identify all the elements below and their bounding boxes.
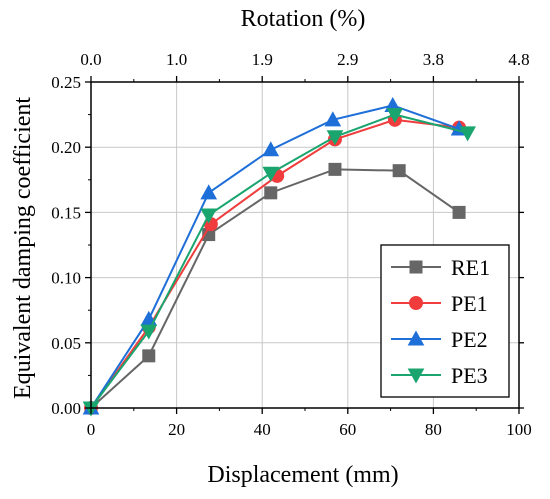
legend-label: PE1 — [451, 291, 488, 316]
grid — [91, 82, 519, 408]
x2-tick-label: 1.9 — [252, 50, 273, 69]
data-point-pe3 — [140, 324, 158, 340]
data-point-re1 — [142, 349, 156, 363]
data-point-pe2 — [200, 184, 218, 200]
x-tick-label: 20 — [168, 420, 185, 439]
y-axis-title: Equivalent damping coefficient — [10, 97, 36, 399]
y-tick-label: 0.10 — [51, 269, 81, 288]
series-layer — [82, 96, 476, 417]
x-axis-title: Displacement (mm) — [207, 462, 398, 488]
x2-tick-label: 0.0 — [80, 50, 101, 69]
data-point-pe3 — [459, 126, 476, 142]
x2-tick-label: 4.8 — [508, 50, 529, 69]
legend-item-re1: RE1 — [391, 255, 490, 280]
y-tick-label: 0.25 — [51, 73, 81, 92]
legend-box — [380, 244, 510, 398]
data-point-re1 — [328, 162, 342, 176]
legend-marker — [407, 368, 425, 384]
x-tick-label: 0 — [87, 420, 96, 439]
legend-item-pe1: PE1 — [391, 291, 488, 316]
data-point-re1 — [264, 186, 278, 200]
legend-marker — [407, 330, 425, 346]
legend-label: RE1 — [451, 255, 490, 280]
legend-label: PE3 — [451, 363, 488, 388]
legend-item-pe3: PE3 — [391, 363, 488, 388]
data-point-pe2 — [262, 141, 280, 157]
data-point-pe3 — [200, 208, 218, 224]
y-tick-label: 0.05 — [51, 334, 81, 353]
data-point-pe3 — [386, 108, 404, 124]
x2-tick-label: 2.9 — [337, 50, 358, 69]
y-tick-label: 0.00 — [51, 399, 81, 418]
data-point-pe3 — [326, 130, 344, 146]
x2-axis-title: Rotation (%) — [241, 6, 366, 32]
legend-marker — [409, 260, 423, 274]
series-pe2 — [82, 96, 468, 415]
x-tick-label: 80 — [425, 420, 442, 439]
legend-marker — [409, 296, 423, 310]
data-point-re1 — [452, 205, 466, 219]
legend-label: PE2 — [451, 327, 488, 352]
data-point-re1 — [392, 164, 406, 178]
x-tick-label: 40 — [254, 420, 271, 439]
ticks-layer: 0 20 40 60 80 100 0.0 1.0 1.9 2.9 3.8 4.8 0.00 0.05 0.… — [51, 50, 532, 439]
y-tick-label: 0.15 — [51, 203, 81, 222]
x2-tick-label: 3.8 — [423, 50, 444, 69]
x-tick-label: 100 — [506, 420, 532, 439]
data-point-pe2 — [324, 111, 342, 127]
y-tick-label: 0.20 — [51, 138, 81, 157]
x-tick-label: 60 — [339, 420, 356, 439]
legend-item-pe2: PE2 — [391, 327, 488, 352]
x2-tick-label: 1.0 — [166, 50, 187, 69]
legend: RE1 PE1 PE2 PE3 — [380, 244, 510, 398]
data-point-pe3 — [262, 166, 280, 182]
